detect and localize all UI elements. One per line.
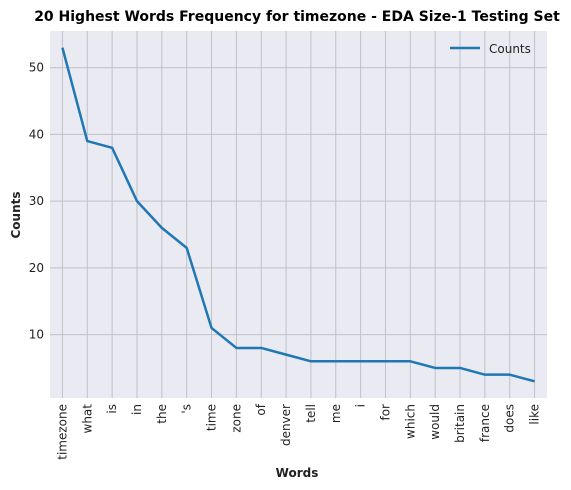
x-tick-label: denver <box>279 404 293 446</box>
x-tick-label: would <box>428 404 442 440</box>
legend-label: Counts <box>489 42 531 56</box>
x-tick-label: me <box>329 404 343 423</box>
grid-lines <box>50 31 547 398</box>
x-tick-label: is <box>105 404 119 414</box>
series-line <box>61 47 535 383</box>
x-tick-label: zone <box>229 404 243 433</box>
y-tick-label: 10 <box>29 328 44 342</box>
x-axis-label: Words <box>276 466 319 480</box>
y-axis-ticks: 10 20 30 40 50 <box>29 61 44 342</box>
x-tick-label: tell <box>304 404 318 423</box>
x-tick-label: britain <box>453 404 467 443</box>
legend: Counts <box>450 42 531 56</box>
x-tick-label: i <box>354 404 368 407</box>
y-tick-label: 30 <box>29 194 44 208</box>
x-tick-label: in <box>130 404 144 415</box>
x-tick-label: for <box>378 404 392 421</box>
x-tick-label: timezone <box>55 404 69 460</box>
x-tick-label: of <box>254 403 268 415</box>
y-axis-label: Counts <box>9 191 23 238</box>
series-layer <box>61 47 535 383</box>
x-tick-label: france <box>478 404 492 442</box>
x-tick-label: like <box>528 404 542 425</box>
x-axis-ticks: timezone what is in the's time zone of denver tel… <box>55 403 541 460</box>
x-tick-label: 's <box>180 404 194 414</box>
chart-title: 20 Highest Words Frequency for timezone … <box>34 9 560 25</box>
x-tick-label: which <box>403 404 417 439</box>
y-tick-label: 20 <box>29 261 44 275</box>
y-tick-label: 50 <box>29 61 44 75</box>
x-tick-label: what <box>80 404 94 434</box>
x-tick-label: the <box>155 404 169 424</box>
x-tick-label: time <box>205 404 219 431</box>
plot-area <box>50 31 547 398</box>
x-tick-label: does <box>503 404 517 433</box>
y-tick-label: 40 <box>29 127 44 141</box>
